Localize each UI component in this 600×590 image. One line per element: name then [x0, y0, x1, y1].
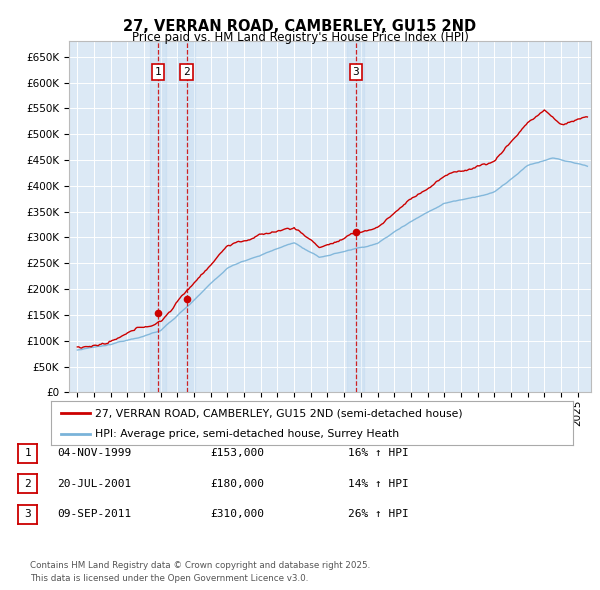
Text: 3: 3 — [352, 67, 359, 77]
Text: 3: 3 — [24, 510, 31, 519]
Text: £153,000: £153,000 — [210, 448, 264, 458]
Text: £180,000: £180,000 — [210, 479, 264, 489]
Text: Price paid vs. HM Land Registry's House Price Index (HPI): Price paid vs. HM Land Registry's House … — [131, 31, 469, 44]
Bar — [150, 41, 166, 392]
Text: 20-JUL-2001: 20-JUL-2001 — [57, 479, 131, 489]
Bar — [347, 41, 364, 392]
Text: 14% ↑ HPI: 14% ↑ HPI — [348, 479, 409, 489]
Text: 1: 1 — [24, 448, 31, 458]
Bar — [178, 41, 195, 392]
Text: 04-NOV-1999: 04-NOV-1999 — [57, 448, 131, 458]
Text: 27, VERRAN ROAD, CAMBERLEY, GU15 2ND: 27, VERRAN ROAD, CAMBERLEY, GU15 2ND — [124, 19, 476, 34]
Text: HPI: Average price, semi-detached house, Surrey Heath: HPI: Average price, semi-detached house,… — [95, 430, 400, 440]
Text: 2: 2 — [183, 67, 190, 77]
Text: 27, VERRAN ROAD, CAMBERLEY, GU15 2ND (semi-detached house): 27, VERRAN ROAD, CAMBERLEY, GU15 2ND (se… — [95, 408, 463, 418]
Text: Contains HM Land Registry data © Crown copyright and database right 2025.
This d: Contains HM Land Registry data © Crown c… — [30, 562, 370, 583]
Text: 26% ↑ HPI: 26% ↑ HPI — [348, 510, 409, 519]
Text: 1: 1 — [155, 67, 161, 77]
Text: 2: 2 — [24, 479, 31, 489]
Text: £310,000: £310,000 — [210, 510, 264, 519]
Text: 09-SEP-2011: 09-SEP-2011 — [57, 510, 131, 519]
Text: 16% ↑ HPI: 16% ↑ HPI — [348, 448, 409, 458]
